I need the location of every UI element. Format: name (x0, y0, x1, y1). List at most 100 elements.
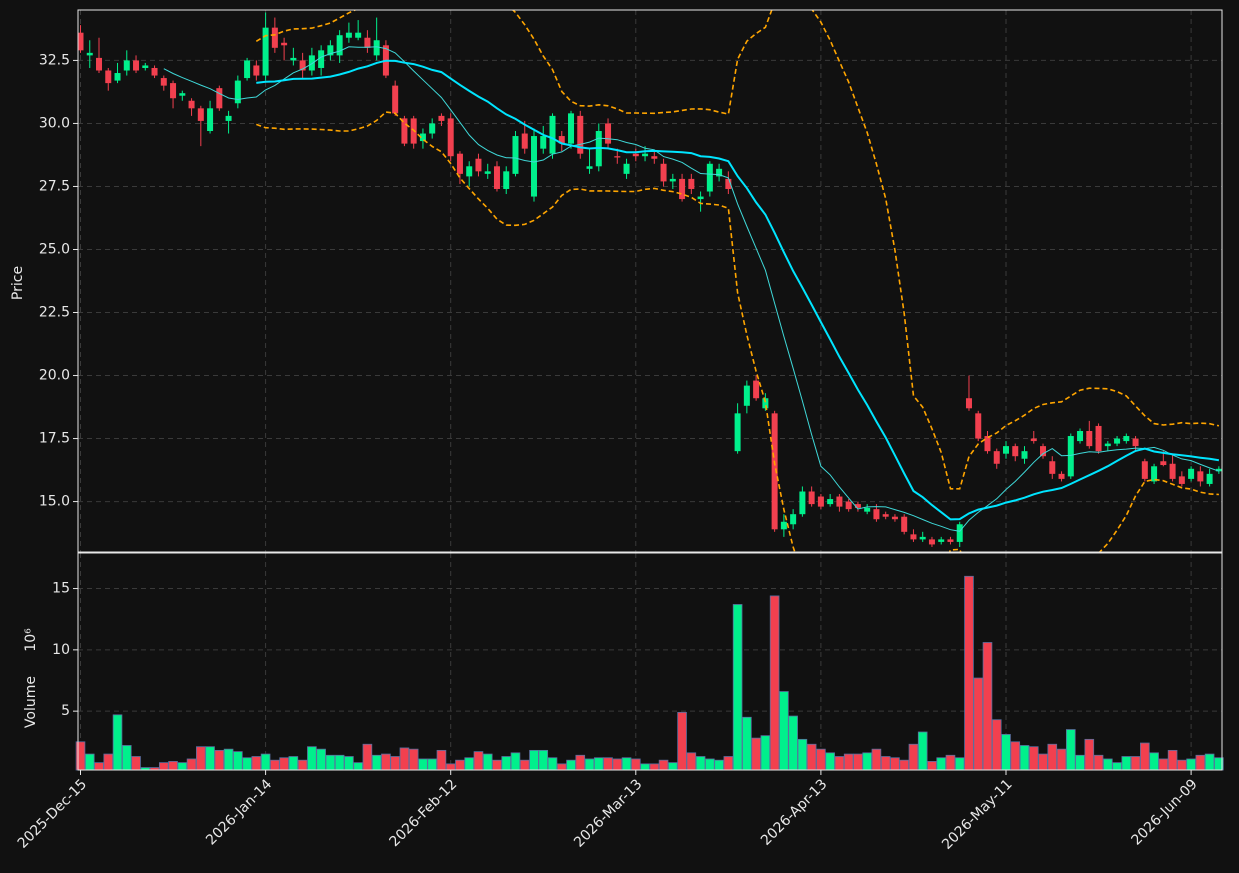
volume-bar (297, 759, 308, 771)
candle-body (697, 196, 704, 200)
volume-bar (103, 753, 114, 771)
candle-body (873, 509, 880, 520)
volume-bar (769, 595, 780, 771)
volume-bar (214, 749, 225, 771)
volume-bar (316, 748, 326, 771)
candle-body (669, 178, 676, 182)
candle-body (688, 178, 695, 189)
volume-bar (307, 746, 317, 771)
y-tick-label: 27.5 (39, 178, 70, 194)
candle-body (1132, 438, 1139, 447)
candle-body (401, 118, 408, 144)
volume-bar (260, 753, 271, 771)
volume-bar (233, 751, 243, 771)
volume-bar (816, 748, 826, 771)
candle-body (493, 166, 500, 189)
candle-body (151, 67, 158, 76)
volume-bar (547, 757, 558, 771)
volume-tick-label: 5 (61, 703, 70, 719)
candle-body (318, 50, 325, 68)
candle-body (1003, 446, 1009, 454)
volume-bar (973, 677, 984, 771)
candle-body (1049, 461, 1056, 474)
candle-body (327, 45, 334, 56)
candle-body (845, 501, 852, 510)
volume-bar (1093, 754, 1104, 771)
y-tick-label: 17.5 (39, 431, 70, 447)
volume-bar (519, 759, 530, 771)
volume-tick-label: 10 (52, 642, 70, 658)
volume-bar (825, 752, 835, 771)
x-tick-label: 2026-Feb-12 (387, 776, 461, 850)
volume-bar (843, 753, 854, 771)
candle-body (142, 65, 149, 68)
candle-body (1206, 473, 1213, 484)
y-tick-label: 20.0 (39, 368, 70, 384)
volume-bar (371, 754, 382, 771)
candle-body (780, 521, 787, 530)
candle-body (938, 539, 945, 542)
volume-bar (473, 751, 484, 771)
candle-body (827, 499, 834, 505)
candle-body (651, 156, 658, 159)
volume-bar (418, 758, 428, 771)
x-tick-label: 2026-Jan-14 (203, 776, 275, 848)
volume-bar (1056, 748, 1067, 771)
candle-body (475, 158, 482, 172)
candle-body (105, 70, 112, 84)
volume-bar (751, 737, 761, 771)
volume-bar (1112, 762, 1122, 771)
volume-bar (270, 759, 280, 771)
volume-bar (593, 757, 604, 771)
candle-body (660, 163, 667, 182)
candle-body (308, 55, 315, 71)
candle-body (160, 78, 167, 86)
candle-body (577, 115, 584, 154)
candle-body (1067, 436, 1074, 477)
volume-axis-label: Volume (23, 676, 39, 728)
y-tick-label: 30.0 (39, 115, 70, 131)
volume-bar (94, 762, 104, 771)
candle-body (114, 73, 121, 81)
volume-bar (908, 743, 919, 771)
volume-bar (1121, 756, 1132, 771)
candle-body (290, 57, 297, 61)
volume-bar (186, 758, 197, 771)
candle-body (799, 491, 806, 515)
candle-body (392, 85, 399, 114)
candle-body (568, 113, 575, 144)
candle-body (1160, 461, 1167, 466)
candle-body (512, 136, 519, 174)
volume-bar (686, 752, 697, 771)
volume-bar (399, 747, 410, 771)
volume-bar (871, 748, 882, 771)
candle-body (1197, 471, 1204, 482)
candle-body (817, 496, 824, 507)
volume-bar (529, 749, 539, 771)
volume-bar (112, 714, 123, 771)
volume-bar (1130, 756, 1141, 771)
volume-bar (223, 748, 234, 771)
candle-body (901, 516, 908, 532)
volume-bar (806, 743, 817, 771)
candle-body (947, 539, 954, 542)
candle-body (133, 60, 140, 71)
x-tick-label: 2025-Dec-15 (15, 776, 90, 851)
candle-body (1021, 451, 1028, 459)
candle-body (854, 504, 861, 508)
x-tick-label: 2026-Apr-13 (758, 776, 831, 849)
volume-bar (482, 753, 493, 771)
volume-bar (455, 759, 465, 771)
candle-body (484, 171, 491, 174)
volume-bar (436, 749, 447, 771)
volume-bar (445, 763, 456, 771)
volume-bar (196, 746, 206, 771)
volume-bar (1019, 745, 1030, 771)
candle-body (919, 536, 926, 540)
volume-offset-label: 10⁶ (23, 628, 39, 652)
candle-body (734, 413, 741, 452)
y-tick-label: 25.0 (39, 241, 70, 257)
candle-body (244, 60, 251, 79)
candle-body (1012, 446, 1019, 457)
